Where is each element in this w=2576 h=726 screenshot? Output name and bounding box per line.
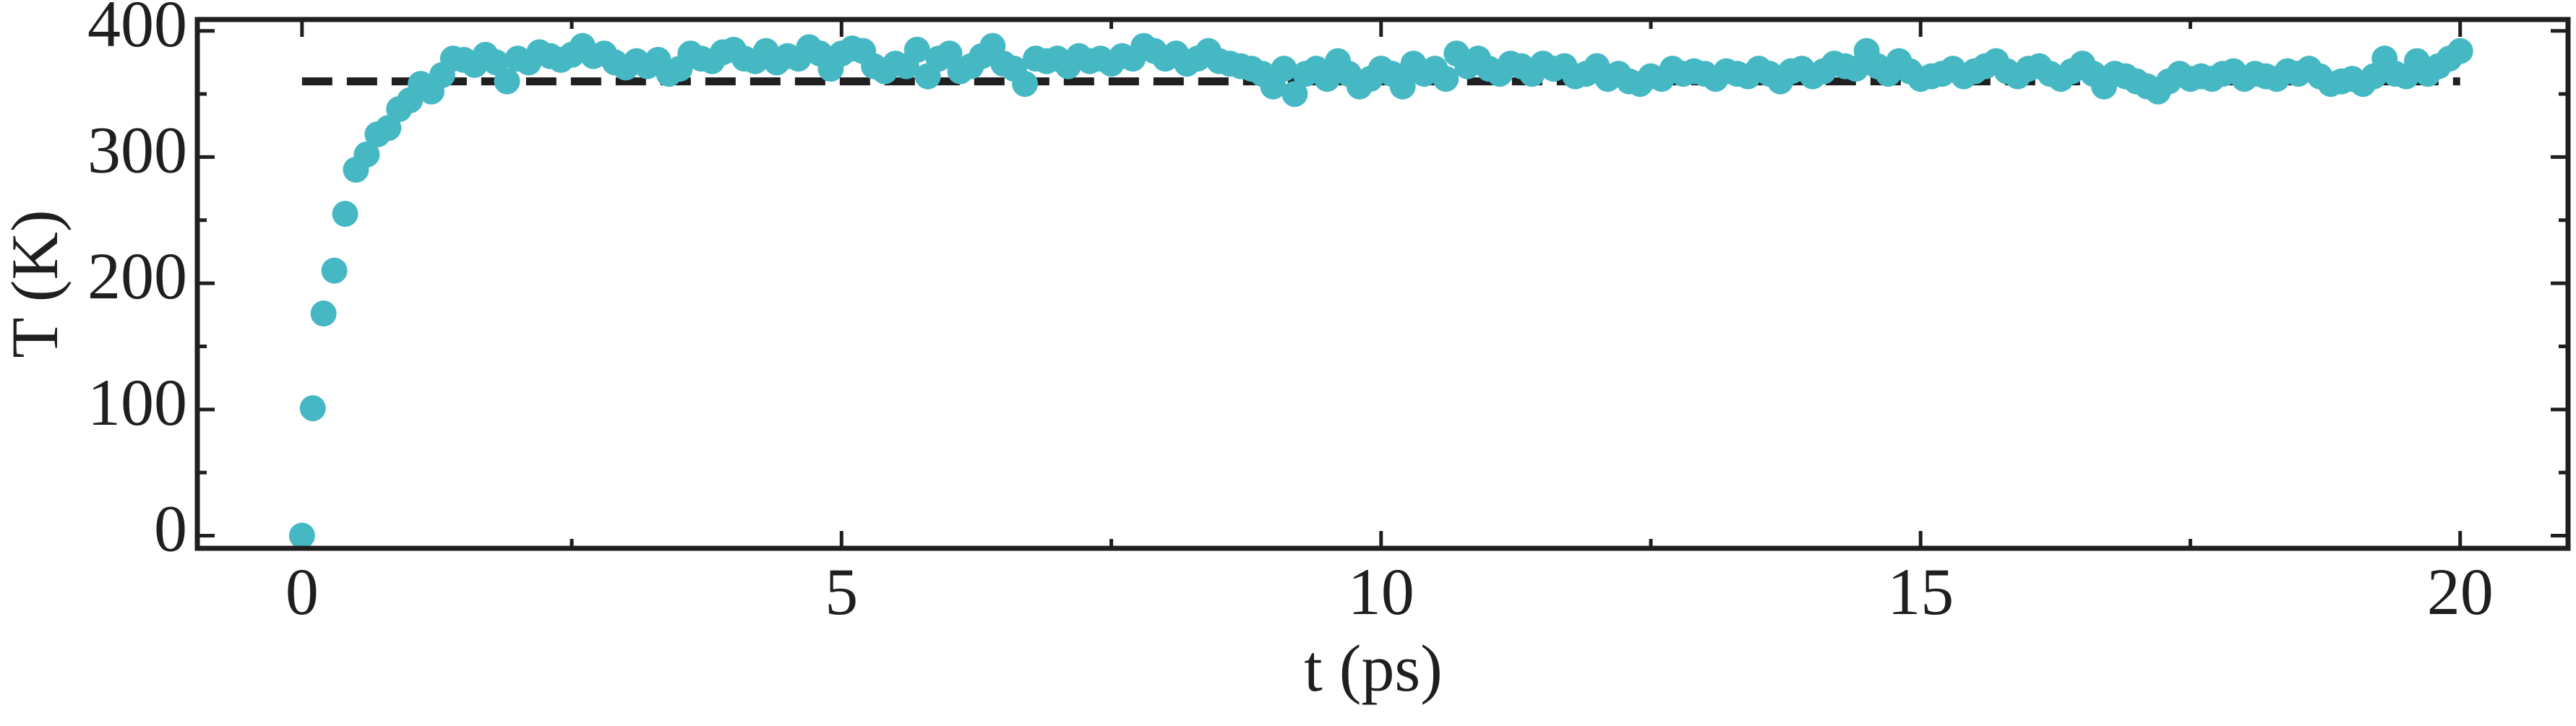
y-axis-label: T (K) — [0, 209, 72, 358]
point — [2447, 38, 2473, 64]
x-tick-label: 20 — [2427, 555, 2494, 628]
x-tick-label: 5 — [825, 555, 858, 628]
point — [483, 49, 510, 76]
point — [310, 301, 337, 327]
point — [321, 257, 348, 284]
point — [494, 68, 520, 95]
x-tick-label: 15 — [1887, 555, 1954, 628]
x-tick-label: 10 — [1348, 555, 1414, 628]
plot-frame — [194, 17, 2571, 551]
y-tick-label: 200 — [87, 239, 187, 313]
y-tick-label: 400 — [87, 0, 187, 61]
point — [1433, 66, 1459, 92]
point — [299, 395, 326, 422]
point — [332, 201, 359, 228]
y-tick-label: 300 — [87, 113, 187, 187]
point — [375, 115, 402, 142]
point — [1012, 71, 1039, 98]
y-tick-label: 0 — [154, 492, 187, 566]
point — [353, 141, 380, 168]
x-axis-label: t (ps) — [1304, 631, 1443, 705]
point — [1281, 81, 1308, 108]
point — [1271, 56, 1297, 82]
x-tick-label: 0 — [285, 555, 319, 628]
y-tick-label: 100 — [87, 366, 187, 439]
point — [903, 36, 930, 63]
point — [288, 522, 315, 549]
point — [1389, 73, 1416, 100]
